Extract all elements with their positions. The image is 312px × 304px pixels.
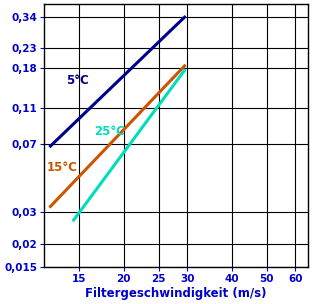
X-axis label: Filtergeschwindigkeit (m/s): Filtergeschwindigkeit (m/s) <box>85 287 267 300</box>
Text: 5°C: 5°C <box>66 74 89 87</box>
Text: 15°C: 15°C <box>47 161 78 174</box>
Text: 25°C: 25°C <box>94 125 125 138</box>
